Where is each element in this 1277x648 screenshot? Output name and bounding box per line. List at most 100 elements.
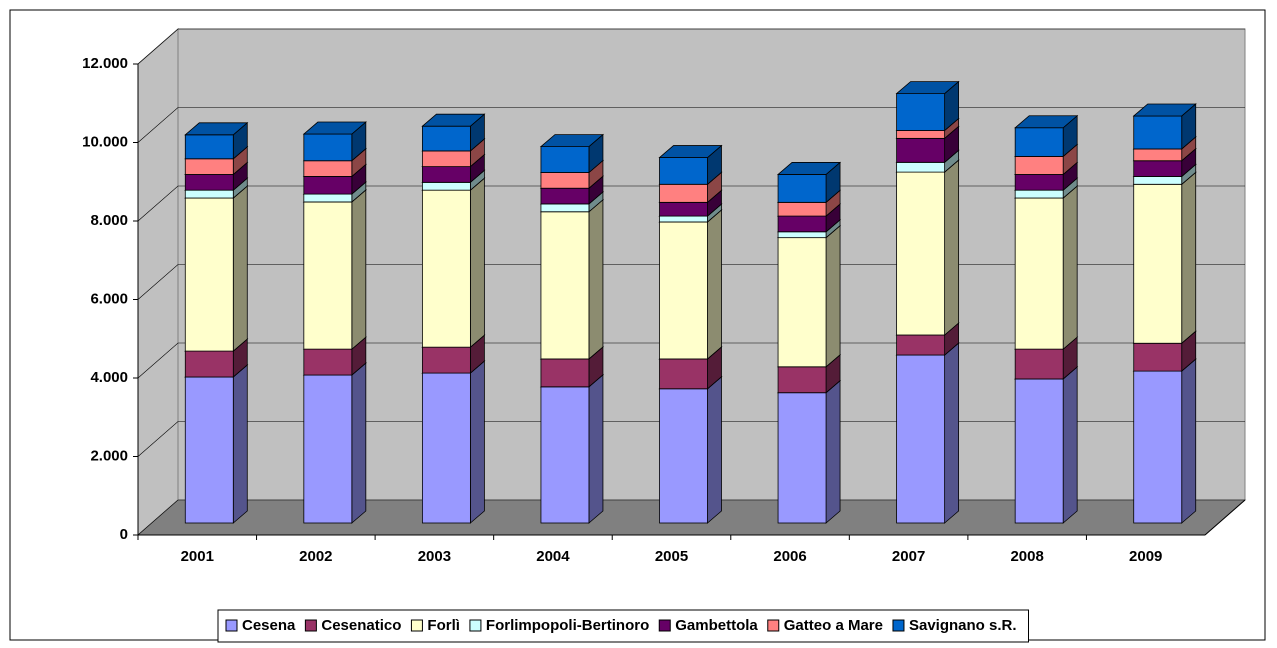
legend-swatch	[892, 619, 905, 632]
bar-top	[302, 121, 367, 135]
bar-front	[1014, 378, 1064, 524]
bar-front	[659, 183, 708, 203]
grid-line	[137, 342, 1245, 379]
bar-segment	[1014, 185, 1079, 350]
bar-side	[944, 342, 960, 524]
bar-side	[232, 185, 248, 352]
bar-front	[303, 348, 353, 376]
bar-segment	[895, 80, 960, 132]
bar-segment	[421, 360, 486, 524]
legend-label: Forlimpopoli-Bertinoro	[486, 617, 649, 634]
bar-side	[351, 189, 367, 350]
bar-front	[184, 158, 234, 175]
bar-side	[707, 209, 722, 360]
bar-top	[776, 162, 842, 175]
grid-line	[137, 499, 1245, 536]
bar-segment	[302, 121, 367, 162]
bar-front	[777, 237, 827, 368]
legend-label: Savignano s.R.	[909, 617, 1017, 634]
bar-segment	[539, 133, 605, 174]
bar-front	[184, 197, 234, 352]
bar-segment	[184, 185, 249, 352]
bar-segment	[421, 177, 486, 349]
legend-label: Forlì	[427, 617, 460, 634]
bar-front	[896, 93, 946, 131]
x-tick-label: 2009	[1129, 548, 1162, 565]
bar-front	[896, 171, 946, 336]
x-tick-label: 2001	[181, 548, 214, 565]
bar-front	[1133, 342, 1183, 372]
bar-segment	[302, 362, 367, 524]
bar-segment	[1014, 366, 1079, 524]
bar-front	[421, 181, 471, 191]
bar-top	[1014, 115, 1079, 129]
bar-front	[1133, 370, 1183, 524]
bar-side	[1062, 185, 1078, 350]
bar-side	[1181, 171, 1197, 345]
y-tick-label: 8.000	[90, 212, 128, 229]
bar-side	[1181, 358, 1197, 524]
legend-swatch	[658, 619, 671, 632]
x-axis-depth	[1204, 499, 1246, 536]
bar-top	[1132, 103, 1197, 117]
bar-front	[184, 134, 234, 160]
bar-front	[184, 189, 234, 199]
bar-front	[1014, 197, 1064, 350]
bar-segment	[1014, 114, 1079, 158]
bar-segment	[1132, 171, 1197, 345]
bar-top	[539, 134, 605, 147]
bar-segment	[1132, 103, 1197, 150]
bar-segment	[539, 198, 605, 360]
legend-swatch	[410, 619, 423, 632]
bar-segment	[658, 375, 723, 524]
bar-front	[303, 201, 353, 350]
bar-front	[1014, 348, 1064, 380]
bar-segment	[776, 379, 842, 524]
bar-side	[588, 198, 604, 360]
legend-swatch	[767, 619, 780, 632]
legend-label: Gambettola	[675, 617, 758, 634]
x-tick-label: 2007	[892, 548, 925, 565]
bar-front	[421, 166, 471, 183]
bar-side	[1062, 366, 1078, 524]
bar-front	[540, 203, 590, 213]
bar-front	[303, 133, 353, 162]
x-tick-label: 2003	[418, 548, 451, 565]
bar-segment	[184, 121, 249, 160]
bar-side	[944, 159, 960, 336]
y-tick-label: 12.000	[82, 55, 128, 72]
grid-line	[137, 421, 1245, 457]
bar-front	[1133, 176, 1183, 185]
x-tick-label: 2005	[655, 548, 688, 565]
bar-front	[777, 366, 827, 394]
bar-front	[659, 215, 708, 223]
bar-front	[659, 157, 708, 185]
legend: Cesena Cesenatico Forlì Forlimpopoli-Bertin…	[217, 609, 1029, 643]
bar-segment	[658, 144, 723, 186]
bar-side	[825, 224, 841, 368]
y-tick-label: 2.000	[90, 447, 128, 464]
bar-front	[777, 231, 827, 239]
bar-front	[421, 150, 471, 168]
bar-front	[777, 392, 827, 524]
bar-front	[303, 374, 353, 524]
legend-label: Cesena	[242, 617, 296, 634]
bar-segment	[895, 159, 960, 336]
bar-segment	[184, 364, 249, 524]
grid-line	[137, 28, 1245, 65]
grid-line	[137, 264, 1245, 300]
bar-side	[232, 364, 248, 524]
bar-front	[1014, 156, 1064, 175]
bar-side	[469, 177, 485, 349]
bar-front	[1014, 127, 1064, 157]
bar-front	[659, 201, 708, 217]
y-tick-label: 4.000	[90, 369, 128, 386]
bar-front	[1133, 160, 1183, 177]
bar-front	[421, 372, 471, 524]
bar-side	[707, 375, 722, 524]
bar-segment	[421, 113, 486, 152]
bar-front	[1133, 183, 1183, 344]
bar-front	[540, 358, 590, 388]
bar-top	[421, 113, 486, 127]
